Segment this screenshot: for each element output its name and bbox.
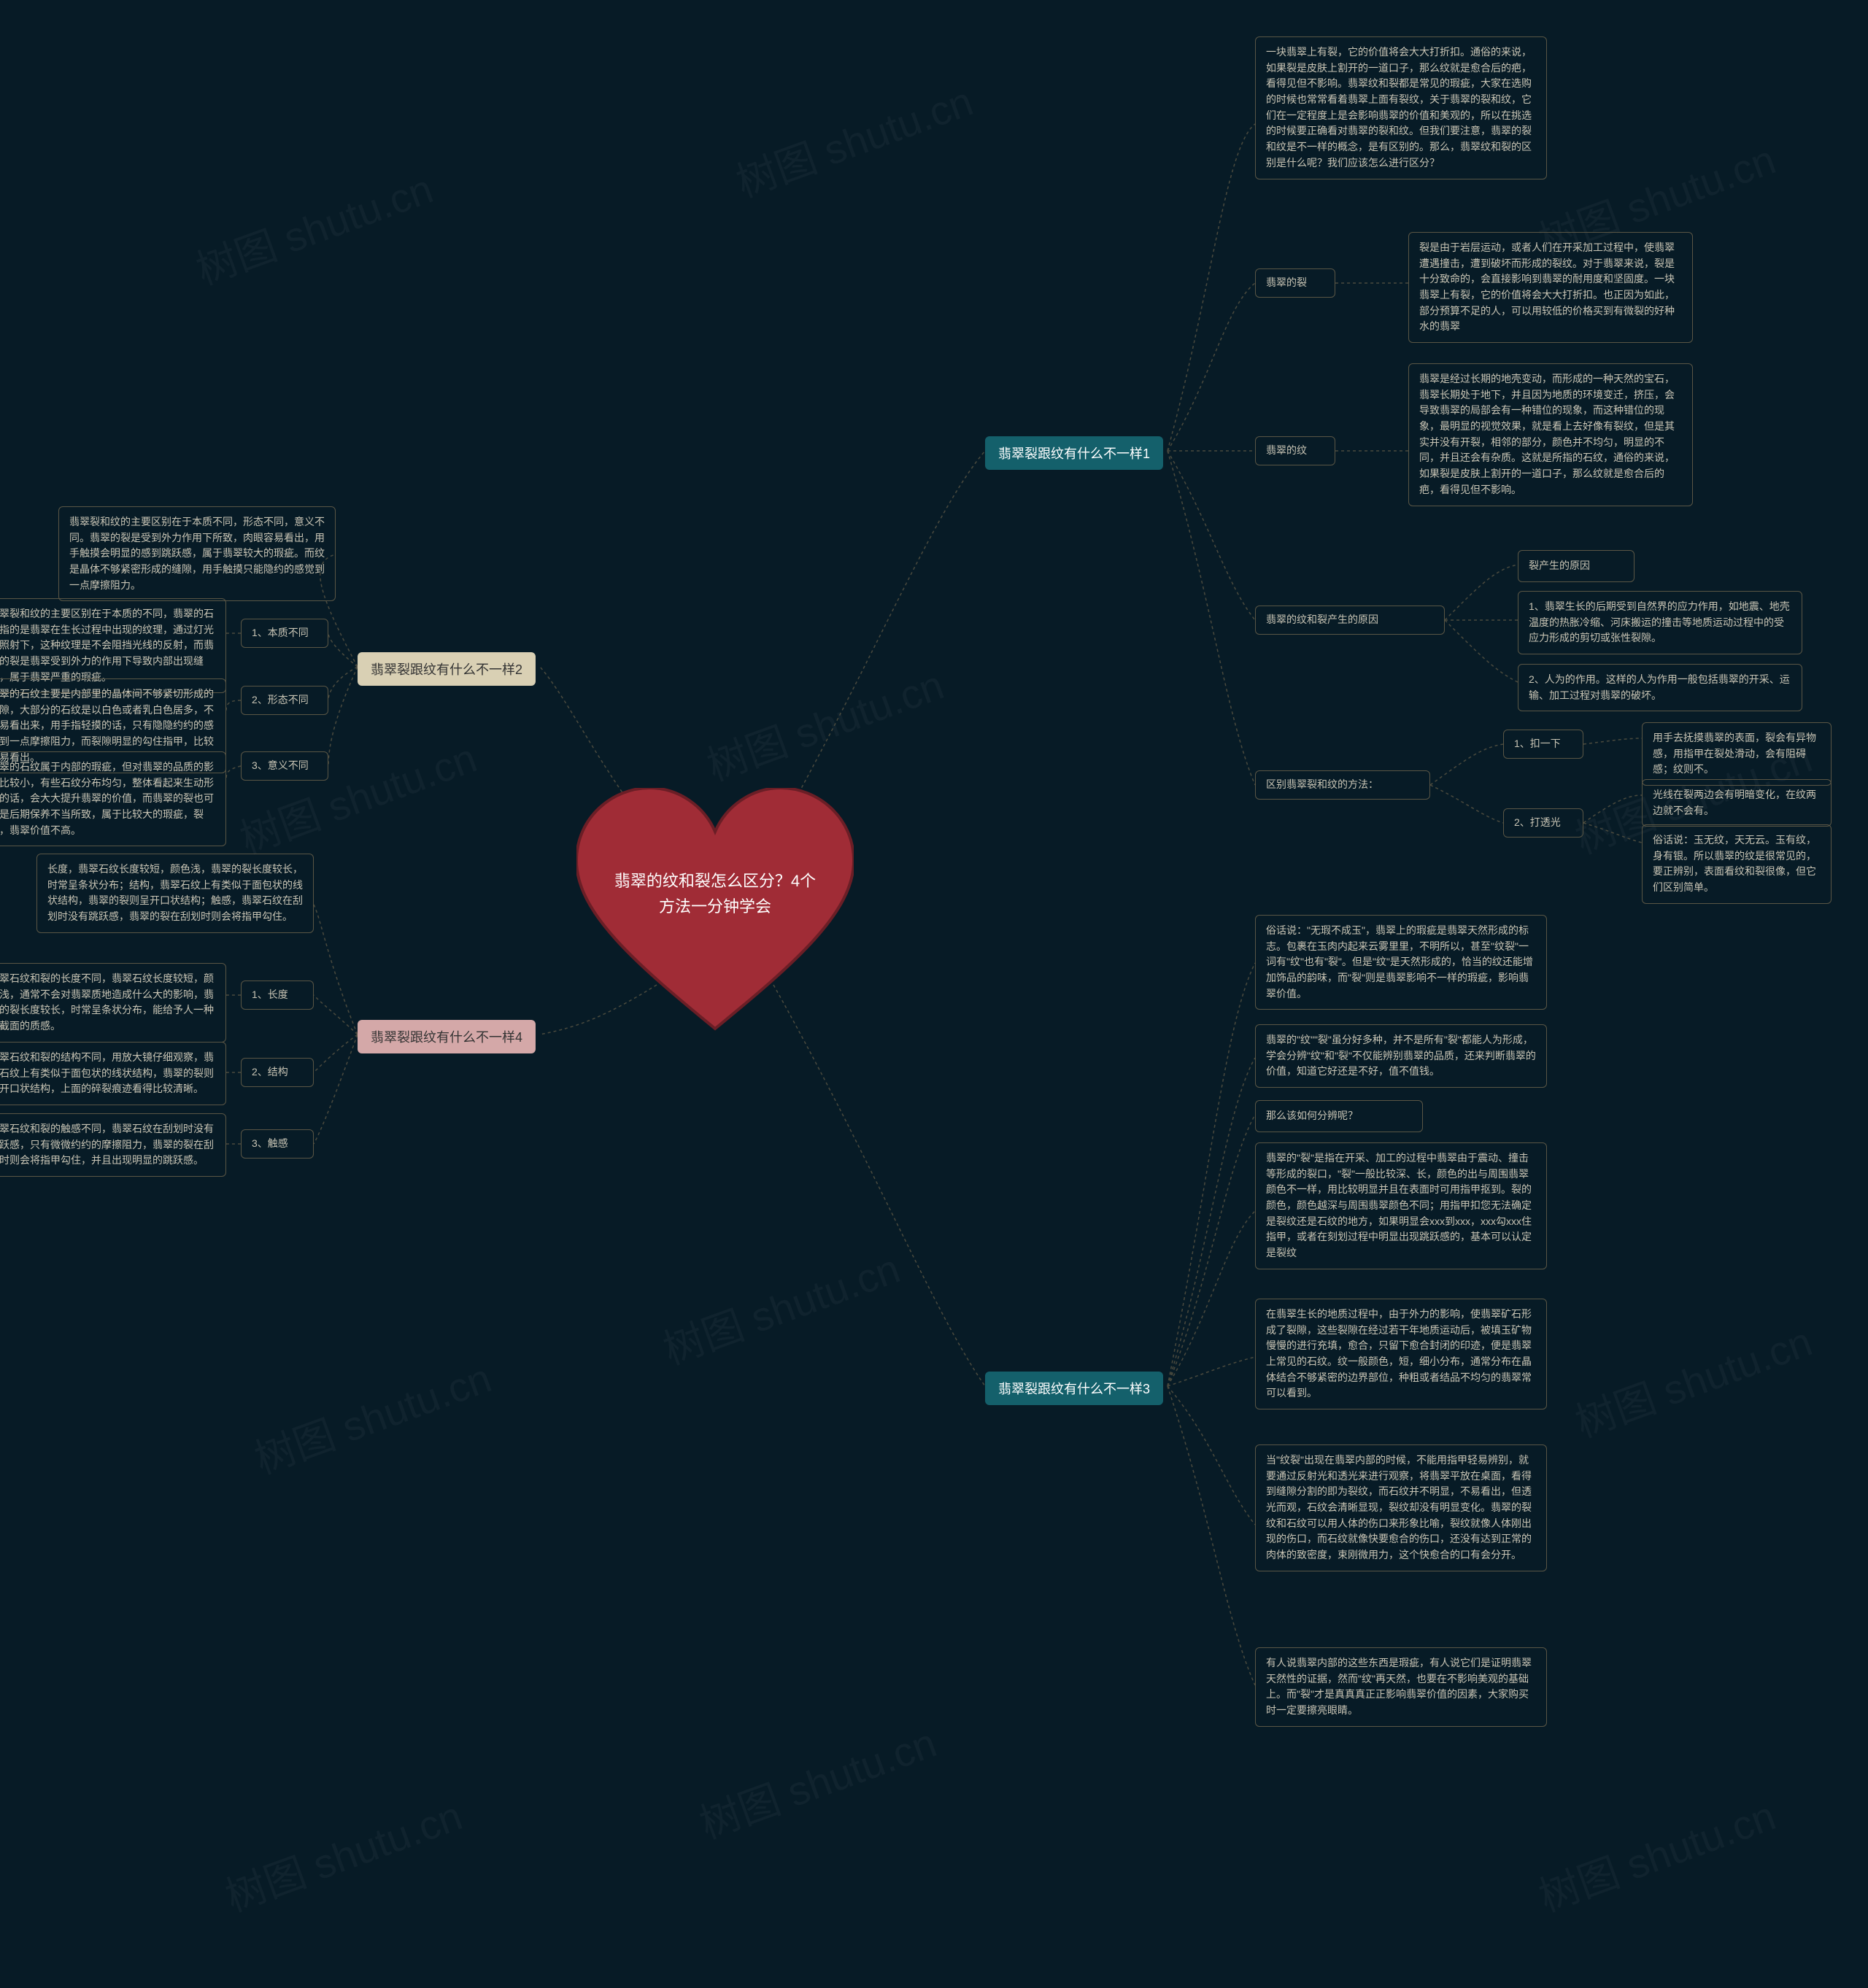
mindmap-sublabel[interactable]: 翡翠的纹 xyxy=(1255,436,1335,465)
watermark: 树图 shutu.cn xyxy=(1529,1783,1783,1923)
branch-label[interactable]: 翡翠裂跟纹有什么不一样1 xyxy=(985,436,1163,470)
mindmap-node[interactable]: 翡翠的"纹""裂"虽分好多种，并不是所有"裂"都能人为形成，学会分辨"纹"和"裂… xyxy=(1255,1024,1547,1088)
mindmap-node[interactable]: 裂是由于岩层运动，或者人们在开采加工过程中，使翡翠遭遇撞击，遭到破坏而形成的裂纹… xyxy=(1408,232,1693,343)
mindmap-sublabel[interactable]: 2、形态不同 xyxy=(241,686,328,715)
mindmap-node[interactable]: 光线在裂两边会有明暗变化，在纹两边就不会有。 xyxy=(1642,779,1832,827)
branch-label[interactable]: 翡翠裂跟纹有什么不一样3 xyxy=(985,1372,1163,1405)
watermark: 树图 shutu.cn xyxy=(216,1783,469,1923)
watermark: 树图 shutu.cn xyxy=(245,1345,498,1485)
mindmap-sublabel[interactable]: 3、触感 xyxy=(241,1129,314,1159)
mindmap-sublabel[interactable]: 区别翡翠裂和纹的方法： xyxy=(1255,770,1430,800)
mindmap-node[interactable]: 翡翠石纹和裂的触感不同，翡翠石纹在刮划时没有跳跃感，只有微微约约的摩擦阻力，翡翠… xyxy=(0,1113,226,1177)
center-title: 翡翠的纹和裂怎么区分？4个方法一分钟学会 xyxy=(613,868,817,919)
mindmap-node[interactable]: 裂产生的原因 xyxy=(1518,550,1634,582)
watermark: 树图 shutu.cn xyxy=(231,725,484,865)
watermark: 树图 shutu.cn xyxy=(1566,1309,1819,1449)
mindmap-node[interactable]: 1、翡翠生长的后期受到自然界的应力作用，如地震、地壳温度的热胀冷缩、河床搬运的撞… xyxy=(1518,591,1802,654)
center-heart: 翡翠的纹和裂怎么区分？4个方法一分钟学会 xyxy=(576,788,854,1036)
mindmap-sublabel[interactable]: 3、意义不同 xyxy=(241,751,328,781)
mindmap-node[interactable]: 翡翠是经过长期的地壳变动，而形成的一种天然的宝石，翡翠长期处于地下，并且因为地质… xyxy=(1408,363,1693,506)
mindmap-node[interactable]: 翡翠的"裂"是指在开采、加工的过程中翡翠由于震动、撞击等形成的裂口，"裂"一般比… xyxy=(1255,1142,1547,1269)
watermark: 树图 shutu.cn xyxy=(690,1710,943,1850)
mindmap-node[interactable]: 在翡翠生长的地质过程中，由于外力的影响，使翡翠矿石形成了裂隙，这些裂隙在经过若干… xyxy=(1255,1299,1547,1409)
mindmap-node[interactable]: 一块翡翠上有裂，它的价值将会大大打折扣。通俗的来说，如果裂是皮肤上割开的一道口子… xyxy=(1255,36,1547,179)
mindmap-node[interactable]: 俗话说："无瑕不成玉"，翡翠上的瑕疵是翡翠天然形成的标志。包裹在玉肉内起来云雾里… xyxy=(1255,915,1547,1010)
mindmap-node[interactable]: 翡翠裂和纹的主要区别在于本质不同，形态不同，意义不同。翡翠的裂是受到外力作用下所… xyxy=(58,506,336,601)
mindmap-sublabel[interactable]: 1、扣一下 xyxy=(1503,730,1583,759)
watermark: 树图 shutu.cn xyxy=(727,69,980,209)
watermark: 树图 shutu.cn xyxy=(187,156,440,296)
watermark: 树图 shutu.cn xyxy=(654,1236,907,1376)
watermark: 树图 shutu.cn xyxy=(698,652,951,792)
mindmap-node[interactable]: 2、人为的作用。这样的人为作用一般包括翡翠的开采、运输、加工过程对翡翠的破坏。 xyxy=(1518,664,1802,711)
mindmap-sublabel[interactable]: 1、本质不同 xyxy=(241,619,328,648)
mindmap-sublabel[interactable]: 翡翠的纹和裂产生的原因 xyxy=(1255,606,1445,635)
branch-label[interactable]: 翡翠裂跟纹有什么不一样2 xyxy=(358,652,536,686)
mindmap-node[interactable]: 那么该如何分辨呢？ xyxy=(1255,1100,1423,1132)
mindmap-sublabel[interactable]: 2、打透光 xyxy=(1503,808,1583,838)
mindmap-node[interactable]: 翡翠石纹和裂的长度不同，翡翠石纹长度较短，颜色浅，通常不会对翡翠质地造成什么大的… xyxy=(0,963,226,1043)
branch-label[interactable]: 翡翠裂跟纹有什么不一样4 xyxy=(358,1020,536,1053)
mindmap-node[interactable]: 长度，翡翠石纹长度较短，颜色浅，翡翠的裂长度较长，时常呈条状分布；结构，翡翠石纹… xyxy=(36,854,314,933)
mindmap-node[interactable]: 当"纹裂"出现在翡翠内部的时候，不能用指甲轻易辨别，就要通过反射光和透光来进行观… xyxy=(1255,1444,1547,1571)
mindmap-node[interactable]: 翡翠的石纹属于内部的瑕疵，但对翡翠的品质的影响比较小，有些石纹分布均匀，整体看起… xyxy=(0,751,226,846)
mindmap-sublabel[interactable]: 1、长度 xyxy=(241,981,314,1010)
mindmap-node[interactable]: 用手去抚摸翡翠的表面，裂会有异物感，用指甲在裂处滑动，会有阻碍感；纹则不。 xyxy=(1642,722,1832,786)
mindmap-node[interactable]: 翡翠石纹和裂的结构不同，用放大镜仔细观察，翡翠石纹上有类似于面包状的线状结构，翡… xyxy=(0,1042,226,1105)
mindmap-sublabel[interactable]: 2、结构 xyxy=(241,1058,314,1087)
mindmap-node[interactable]: 俗话说：玉无纹，天无云。玉有纹，身有银。所以翡翠的纹是很常见的，要正辨别，表面看… xyxy=(1642,824,1832,904)
mindmap-node[interactable]: 有人说翡翠内部的这些东西是瑕疵，有人说它们是证明翡翠天然性的证据，然而"纹"再天… xyxy=(1255,1647,1547,1727)
mindmap-sublabel[interactable]: 翡翠的裂 xyxy=(1255,268,1335,298)
